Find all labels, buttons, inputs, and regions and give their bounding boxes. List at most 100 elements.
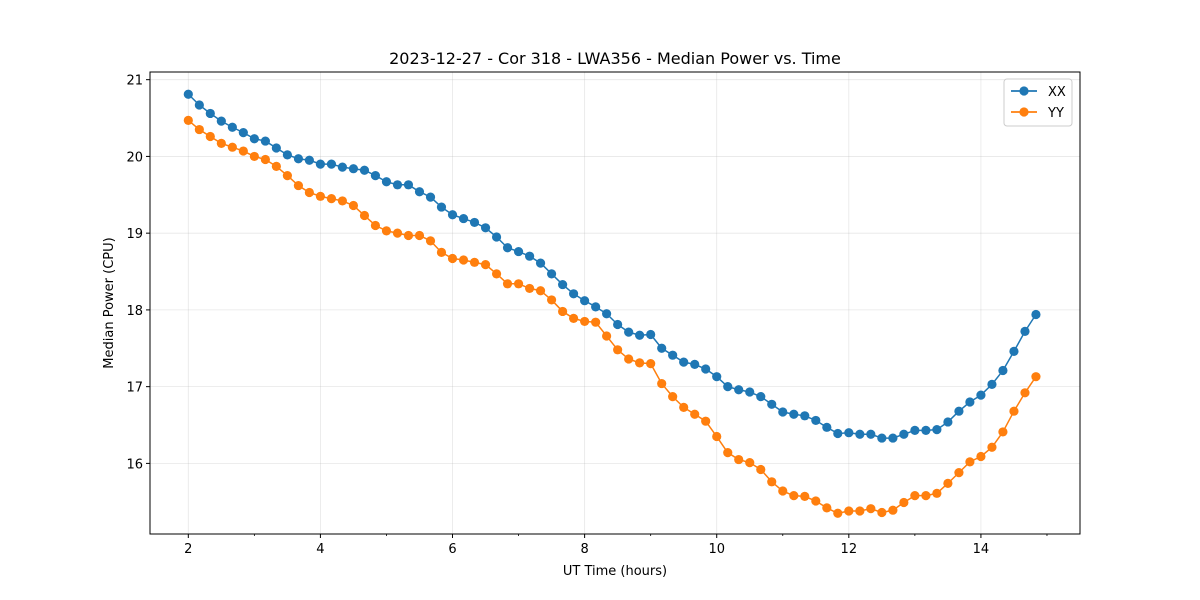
data-point-xx (205, 108, 215, 119)
data-point-xx (844, 428, 854, 438)
data-point-yy (723, 448, 733, 458)
data-point-xx (712, 372, 722, 382)
grid (150, 72, 1080, 534)
data-point-xx (800, 411, 810, 421)
data-point-xx (921, 425, 931, 435)
data-point-xx (425, 192, 436, 202)
y-tick-label: 20 (126, 150, 143, 165)
data-point-yy (458, 255, 469, 265)
data-point-yy (425, 236, 436, 246)
data-point-yy (359, 210, 370, 221)
data-point-xx (624, 327, 634, 337)
data-point-xx (183, 89, 193, 99)
data-point-xx (778, 407, 788, 417)
data-point-yy (965, 457, 975, 467)
data-point-yy (205, 131, 215, 142)
data-point-yy (822, 503, 832, 513)
legend: XX YY (1003, 78, 1073, 127)
data-point-xx (216, 116, 226, 126)
data-point-xx (723, 382, 733, 392)
data-point-yy (469, 257, 480, 267)
data-point-yy (568, 313, 579, 323)
data-point-xx (458, 213, 469, 224)
data-point-yy (249, 151, 259, 162)
data-point-yy (899, 497, 909, 508)
y-tick-label: 18 (126, 304, 143, 319)
data-point-xx (789, 409, 799, 419)
data-point-yy (734, 454, 744, 465)
data-point-xx (855, 429, 865, 439)
data-point-xx (282, 150, 292, 160)
data-point-xx (348, 164, 359, 174)
data-point-yy (844, 506, 854, 516)
data-point-xx (668, 350, 678, 360)
data-point-yy (381, 226, 392, 236)
data-point-yy (943, 478, 953, 488)
data-point-xx (734, 385, 744, 395)
data-point-xx (767, 399, 777, 409)
data-point-xx (480, 223, 491, 233)
data-point-xx (943, 417, 953, 427)
x-tick-label: 12 (841, 542, 858, 557)
data-point-yy (183, 115, 193, 125)
data-point-xx (976, 390, 986, 400)
data-point-xx (613, 319, 623, 330)
data-point-yy (657, 378, 667, 389)
data-point-xx (1031, 309, 1041, 320)
data-point-yy (238, 146, 248, 156)
data-point-xx (491, 232, 502, 242)
data-point-yy (932, 488, 942, 498)
data-point-yy (668, 392, 678, 402)
data-point-yy (635, 358, 645, 368)
data-point-xx (326, 159, 337, 169)
data-point-yy (282, 171, 292, 181)
data-point-xx (337, 162, 348, 172)
data-point-xx (315, 159, 326, 169)
data-point-yy (855, 506, 865, 516)
y-axis-title: Median Power (CPU) (102, 237, 117, 368)
data-point-xx (546, 269, 557, 279)
data-point-yy (293, 180, 304, 191)
data-point-yy (712, 431, 722, 442)
data-point-xx (249, 134, 259, 144)
data-point-yy (800, 491, 810, 501)
data-point-yy (987, 442, 997, 452)
data-point-xx (811, 415, 821, 426)
data-point-xx (657, 343, 667, 353)
data-point-xx (535, 258, 546, 268)
data-point-yy (260, 154, 270, 165)
data-point-yy (502, 279, 513, 289)
data-point-xx (822, 422, 832, 432)
data-point-xx (833, 428, 843, 439)
data-point-xx (635, 330, 645, 340)
x-tick-label: 14 (973, 542, 990, 557)
data-point-xx (932, 425, 942, 435)
data-point-yy (888, 505, 898, 515)
data-point-yy (1031, 372, 1041, 382)
data-point-xx (877, 433, 887, 443)
data-point-yy (778, 486, 788, 496)
data-point-yy (998, 427, 1008, 437)
data-point-xx (679, 357, 689, 367)
data-point-yy (304, 187, 314, 198)
data-point-yy (480, 260, 491, 270)
data-point-yy (525, 283, 535, 294)
data-point-yy (646, 359, 656, 369)
data-point-yy (436, 247, 447, 257)
x-axis-title: UT Time (hours) (563, 564, 667, 579)
plot-frame (149, 71, 1081, 535)
data-point-xx (381, 177, 392, 187)
data-point-xx (260, 136, 270, 146)
data-point-xx (866, 429, 876, 439)
data-point-xx (502, 243, 513, 253)
data-point-yy (414, 230, 425, 241)
data-point-yy (337, 196, 348, 206)
data-point-xx (646, 329, 656, 340)
data-point-yy (767, 477, 777, 487)
x-tick-label: 6 (448, 542, 456, 557)
data-point-xx (513, 246, 524, 257)
plot-series (183, 89, 1041, 518)
data-point-yy (580, 316, 590, 327)
data-point-yy (1020, 388, 1030, 398)
data-point-yy (194, 124, 204, 135)
